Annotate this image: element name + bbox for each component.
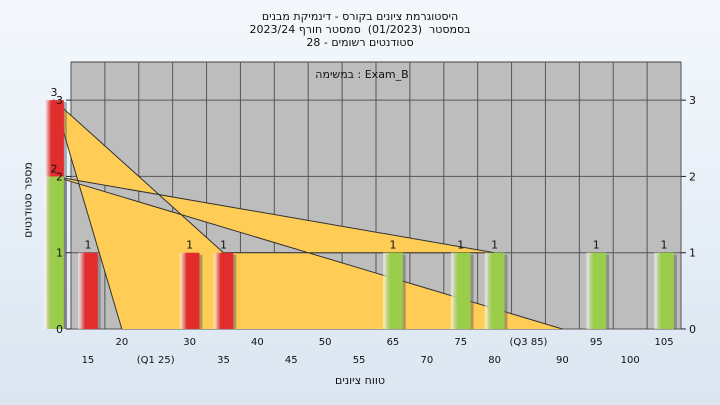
x-tick-label: 100 <box>621 355 640 366</box>
y-axis-label: מספר סטודנטים <box>21 162 35 238</box>
x-tick-label: 40 <box>251 337 264 348</box>
x-tick-label: 30 <box>183 337 196 348</box>
y-tick-label-right: 3 <box>689 94 696 107</box>
x-tick-label: 95 <box>590 337 603 348</box>
y-tick-label-right: 2 <box>689 170 696 183</box>
bar-75 <box>450 252 471 329</box>
x-tick-label: 75 <box>454 337 467 348</box>
bar-value-label: 1 <box>186 239 193 252</box>
chart-annotation: במשימה : Exam_B <box>315 68 409 81</box>
x-tick-label: 55 <box>353 355 366 366</box>
y-tick-label-left: 2 <box>56 170 63 183</box>
y-tick-label-left: 0 <box>56 323 63 336</box>
bar-15 <box>78 252 98 329</box>
title-line-2: בסמסטר (01/2023) סמסטר חורף 2023/24 <box>249 23 471 36</box>
bar-value-label: 1 <box>593 239 600 252</box>
x-tick-label: 45 <box>285 355 298 366</box>
x-tick-label: 20 <box>115 337 128 348</box>
bar-value-label: 2 <box>51 162 58 175</box>
x-tick-label: 35 <box>217 355 230 366</box>
y-tick-label-right: 1 <box>689 247 696 260</box>
x-tick-label: 105 <box>655 337 674 348</box>
bar-value-label: 1 <box>220 239 227 252</box>
bar-value-label: 1 <box>389 239 396 252</box>
bar-value-label: 1 <box>491 239 498 252</box>
x-tick-label: 80 <box>488 355 501 366</box>
chart-title: היסטוגרמת ציונים בקורס - דינמיקת מבנים ב… <box>0 10 720 49</box>
bar-85 <box>44 176 64 329</box>
x-tick-label: (Q3 85) <box>510 337 548 348</box>
y-tick-label-left: 3 <box>56 94 63 107</box>
title-line-3: סטודנטים רשומים - 28 <box>306 36 414 49</box>
bar-95 <box>586 252 607 329</box>
x-tick-label: 50 <box>319 337 332 348</box>
bar-35 <box>213 252 234 329</box>
y-tick-label-left: 1 <box>56 247 63 260</box>
y-tick-label-right: 0 <box>689 323 696 336</box>
bar-value-label: 1 <box>457 239 464 252</box>
x-tick-label: 70 <box>420 355 433 366</box>
bar-value-label: 1 <box>84 239 91 252</box>
x-tick-label: 65 <box>387 337 400 348</box>
bar-value-label: 1 <box>661 239 668 252</box>
bar-80 <box>484 252 505 329</box>
bar-105 <box>654 252 674 329</box>
bar-30 <box>179 252 200 329</box>
bar-value-label: 3 <box>51 86 58 99</box>
x-axis-label: טווח ציונים <box>335 374 385 387</box>
x-tick-label: 15 <box>82 355 95 366</box>
bar-65 <box>383 252 403 329</box>
x-tick-label: 90 <box>556 355 569 366</box>
x-tick-label: (Q1 25) <box>137 355 175 366</box>
title-line-1: היסטוגרמת ציונים בקורס - דינמיקת מבנים <box>261 10 459 23</box>
